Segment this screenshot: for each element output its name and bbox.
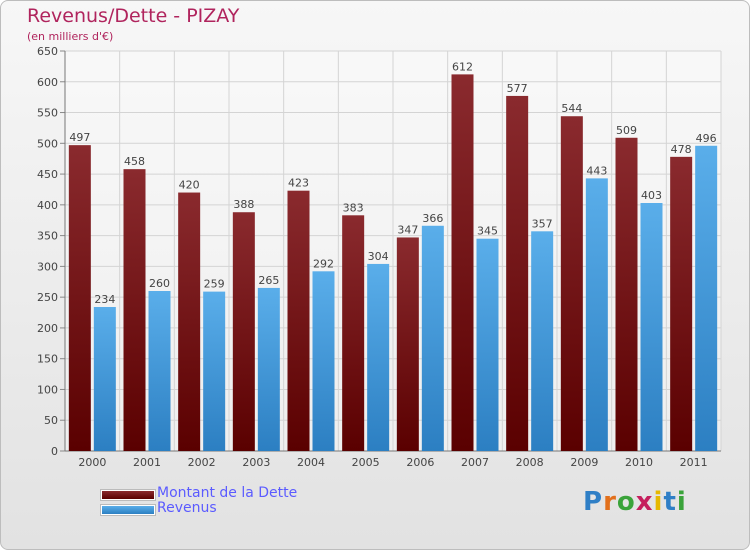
data-label-debt: 347 [397,223,418,236]
legend-swatch-debt [101,490,155,500]
x-tick-label: 2007 [461,456,489,469]
bar-revenue [257,287,280,451]
y-tick-label: 250 [37,291,58,304]
y-tick-label: 600 [37,76,58,89]
x-tick-label: 2002 [188,456,216,469]
data-label-revenue: 345 [477,225,498,238]
data-label-debt: 497 [69,131,90,144]
legend-item-revenue: Revenus [101,500,381,518]
logo-letter: P [583,487,604,517]
legend-item-debt: Montant de la Dette [101,485,381,503]
y-tick-label: 150 [37,353,58,366]
bar-revenue [695,145,718,451]
data-label-revenue: 357 [532,217,553,230]
bar-revenue [148,291,171,451]
logo-letter: x [635,487,654,517]
data-label-debt: 544 [561,102,582,115]
y-tick-label: 0 [51,445,58,458]
bar-debt [506,95,529,451]
x-tick-label: 2006 [406,456,434,469]
logo-letter: r [603,487,617,517]
data-label-debt: 420 [179,179,200,192]
bar-revenue [93,307,116,451]
y-tick-label: 100 [37,383,58,396]
logo-letter: o [616,487,636,517]
data-label-debt: 388 [233,198,254,211]
data-label-revenue: 366 [422,212,443,225]
data-label-debt: 478 [671,143,692,156]
x-tick-label: 2004 [297,456,325,469]
y-tick-label: 450 [37,168,58,181]
bar-debt [615,137,638,451]
x-tick-label: 2000 [78,456,106,469]
bar-revenue [640,203,663,451]
legend-label-debt: Montant de la Dette [157,485,298,501]
data-label-revenue: 403 [641,189,662,202]
data-label-debt: 423 [288,177,309,190]
bar-debt [178,192,201,452]
x-tick-label: 2005 [352,456,380,469]
data-label-revenue: 304 [368,250,389,263]
bar-revenue [203,291,226,451]
bar-revenue [476,238,499,451]
data-label-revenue: 292 [313,257,334,270]
data-label-revenue: 496 [696,132,717,145]
bar-debt [232,212,255,451]
data-label-revenue: 265 [258,274,279,287]
y-tick-label: 400 [37,199,58,212]
bar-debt [342,215,365,451]
y-tick-label: 500 [37,137,58,150]
x-tick-label: 2009 [570,456,598,469]
x-tick-label: 2010 [625,456,653,469]
chart-title: Revenus/Dette - PIZAY [27,5,240,27]
legend-label-revenue: Revenus [157,500,217,516]
y-tick-label: 50 [44,414,58,427]
bar-debt [287,190,310,451]
bar-revenue [421,225,444,451]
data-label-debt: 383 [343,201,364,214]
bar-debt [68,145,91,451]
x-tick-label: 2011 [680,456,708,469]
logo-letter: i [653,487,664,517]
logo-letter: t [663,487,677,517]
y-tick-label: 550 [37,107,58,120]
data-label-revenue: 260 [149,277,170,290]
x-tick-label: 2003 [242,456,270,469]
data-label-debt: 458 [124,155,145,168]
data-label-revenue: 234 [94,293,115,306]
chart-subtitle: (en milliers d'€) [27,30,114,43]
x-tick-label: 2001 [133,456,161,469]
y-tick-label: 350 [37,230,58,243]
data-label-debt: 577 [507,82,528,95]
bar-revenue [312,271,335,451]
bar-revenue [585,178,608,451]
y-tick-label: 650 [37,45,58,58]
logo-letter: i [676,487,687,517]
proxiti-logo: Proxiti [583,487,687,517]
bar-revenue [531,231,554,451]
bar-debt [560,116,583,451]
data-label-revenue: 259 [204,278,225,291]
data-label-revenue: 443 [586,164,607,177]
y-tick-label: 200 [37,322,58,335]
legend-swatch-revenue [101,505,155,515]
bar-debt [123,169,146,451]
bar-debt [670,156,693,451]
bar-revenue [367,263,390,451]
x-tick-label: 2008 [516,456,544,469]
bar-debt [451,74,474,451]
data-label-debt: 509 [616,124,637,137]
y-tick-label: 300 [37,260,58,273]
bar-debt [396,237,419,451]
data-label-debt: 612 [452,60,473,73]
